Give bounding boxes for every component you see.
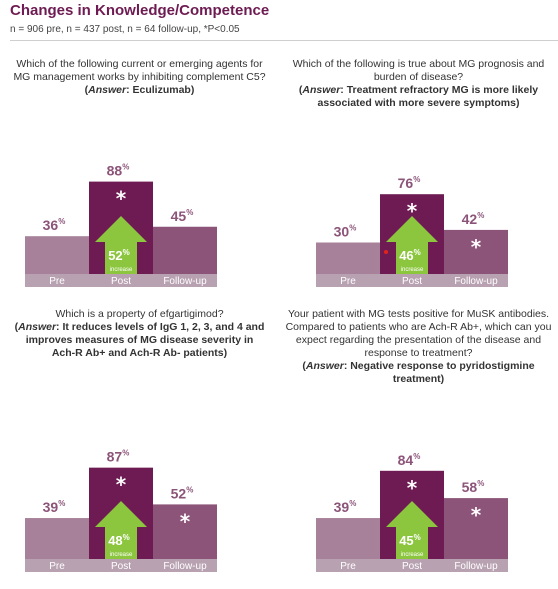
answer: (Answer: Eculizumab) bbox=[84, 84, 195, 96]
data-label: 39% bbox=[43, 499, 66, 515]
question-text: Which of the following is true about MG … bbox=[283, 58, 554, 110]
question: Which of the following current or emergi… bbox=[13, 58, 266, 83]
increase-arrow bbox=[386, 216, 438, 274]
data-label: 30% bbox=[334, 224, 357, 240]
x-tick-label: Follow-up bbox=[163, 276, 207, 287]
question-text: Which is a property of efgartigimod? (An… bbox=[14, 308, 265, 360]
question: Which of the following is true about MG … bbox=[292, 58, 545, 83]
data-label: 52% bbox=[171, 485, 194, 501]
answer: (Answer: It reduces levels of IgG 1, 2, … bbox=[14, 321, 265, 359]
data-label: 84% bbox=[398, 452, 421, 468]
x-tick-label: Pre bbox=[49, 561, 65, 572]
question: Your patient with MG tests positive for … bbox=[285, 308, 552, 359]
x-tick-label: Post bbox=[111, 276, 131, 287]
red-dot-marker bbox=[384, 250, 388, 254]
bar-pre bbox=[316, 242, 380, 274]
data-label: 45% bbox=[171, 208, 194, 224]
bar-pre bbox=[25, 518, 89, 559]
header-divider bbox=[10, 40, 558, 41]
chart-panel-c5: Which of the following current or emergi… bbox=[0, 58, 279, 293]
data-label: 42% bbox=[462, 211, 485, 227]
significance-star: * bbox=[471, 503, 482, 527]
answer: (Answer: Negative response to pyridostig… bbox=[302, 360, 535, 385]
increase-arrow bbox=[386, 501, 438, 559]
increase-label: increase bbox=[110, 267, 133, 273]
answer: (Answer: Treatment refractory MG is more… bbox=[298, 84, 539, 109]
bar-follow-up bbox=[444, 498, 508, 559]
chart-panel-musk: Your patient with MG tests positive for … bbox=[279, 308, 558, 578]
bar-follow-up bbox=[444, 229, 508, 274]
increase-label: increase bbox=[401, 552, 424, 558]
chart-panel-efgartigimod: Which is a property of efgartigimod? (An… bbox=[0, 308, 279, 578]
significance-star: * bbox=[407, 476, 418, 500]
significance-star: * bbox=[116, 473, 127, 497]
x-axis-band bbox=[316, 274, 508, 287]
x-tick-label: Post bbox=[402, 561, 422, 572]
data-label: 39% bbox=[334, 499, 357, 515]
sample-size-note: n = 906 pre, n = 437 post, n = 64 follow… bbox=[10, 24, 240, 35]
significance-star: * bbox=[116, 187, 127, 211]
data-label: 58% bbox=[462, 479, 485, 495]
increase-arrow bbox=[95, 501, 147, 559]
x-axis-band bbox=[316, 559, 508, 572]
bar-follow-up bbox=[153, 504, 217, 559]
x-tick-label: Pre bbox=[49, 276, 65, 287]
x-tick-label: Follow-up bbox=[454, 276, 498, 287]
x-axis-band bbox=[25, 274, 217, 287]
question: Which is a property of efgartigimod? bbox=[55, 308, 224, 320]
significance-star: * bbox=[407, 199, 418, 223]
bar-pre bbox=[25, 236, 89, 274]
data-label: 76% bbox=[398, 175, 421, 191]
page-title: Changes in Knowledge/Competence bbox=[10, 2, 270, 19]
chart-panel-prognosis: Which of the following is true about MG … bbox=[279, 58, 558, 293]
x-tick-label: Follow-up bbox=[163, 561, 207, 572]
x-tick-label: Post bbox=[111, 561, 131, 572]
bar-follow-up bbox=[153, 226, 217, 274]
question-text: Which of the following current or emergi… bbox=[8, 58, 271, 97]
x-axis-band bbox=[25, 559, 217, 572]
significance-star: * bbox=[471, 235, 482, 259]
significance-star: * bbox=[180, 509, 191, 533]
increase-arrow bbox=[95, 216, 147, 274]
data-label: 87% bbox=[107, 449, 130, 465]
increase-label: increase bbox=[401, 267, 424, 273]
x-tick-label: Post bbox=[402, 276, 422, 287]
data-label: 36% bbox=[43, 217, 66, 233]
bar-pre bbox=[316, 518, 380, 559]
increase-label: increase bbox=[110, 552, 133, 558]
data-label: 88% bbox=[107, 163, 130, 179]
question-text: Your patient with MG tests positive for … bbox=[279, 308, 558, 386]
x-tick-label: Pre bbox=[340, 276, 356, 287]
x-tick-label: Pre bbox=[340, 561, 356, 572]
x-tick-label: Follow-up bbox=[454, 561, 498, 572]
